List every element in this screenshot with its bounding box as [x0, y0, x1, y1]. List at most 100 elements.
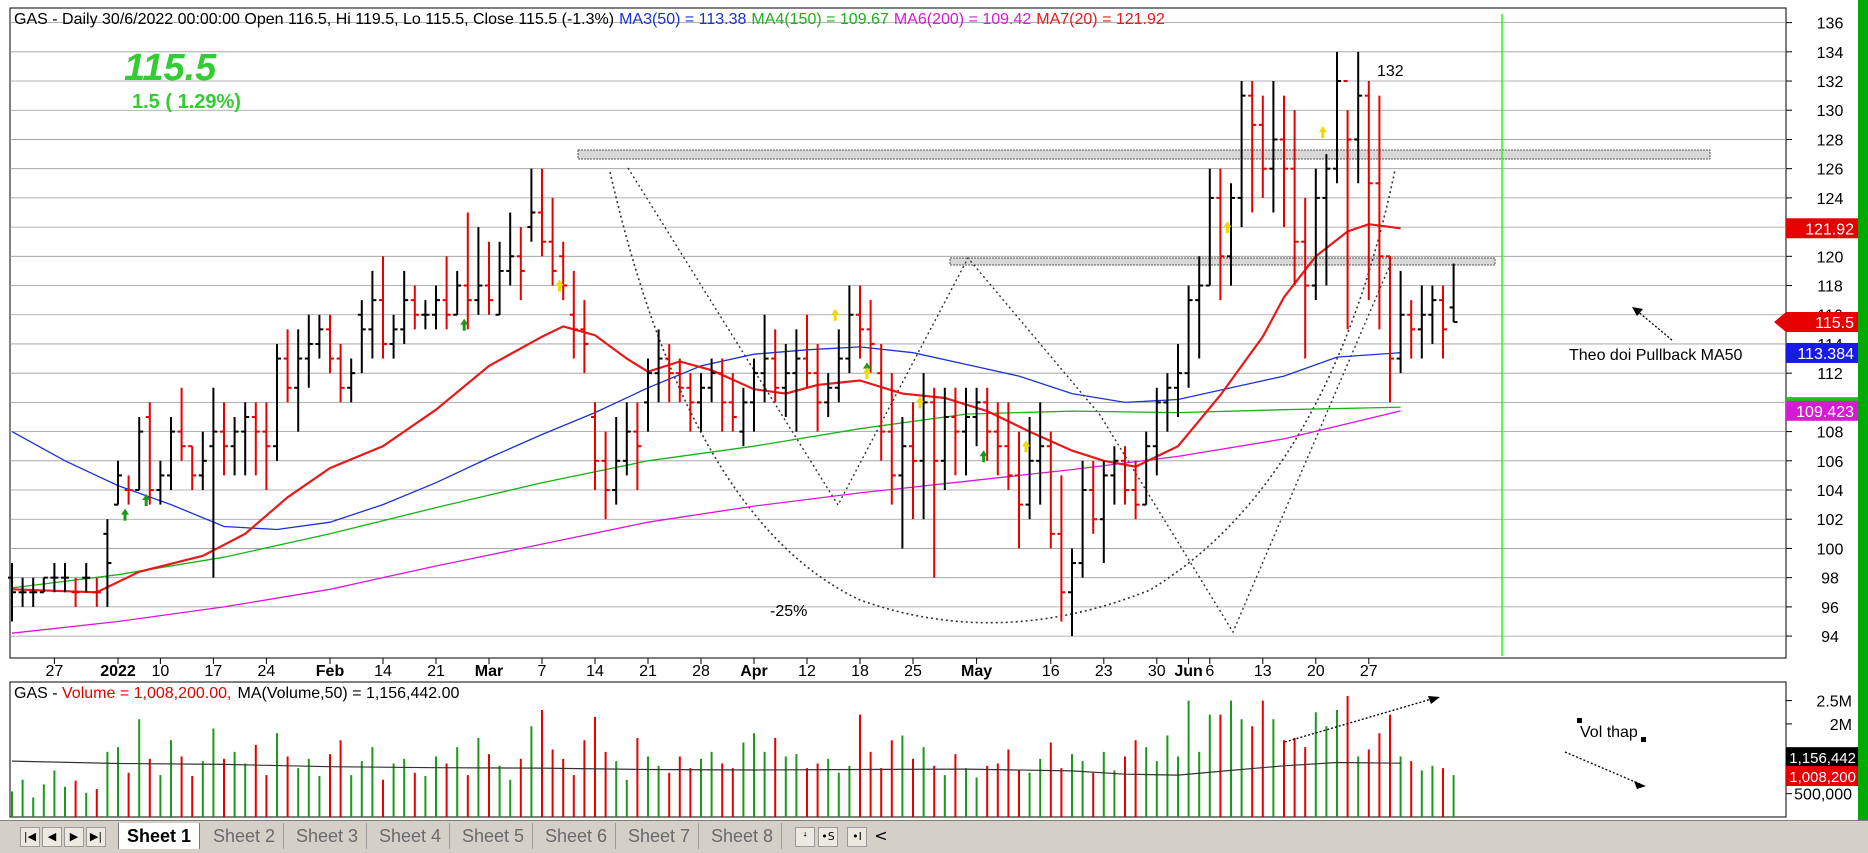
ohlc-bar: [1301, 197, 1310, 359]
ohlc-bar: [294, 329, 303, 432]
ohlc-bar: [972, 387, 981, 447]
ohlc-bar: [1354, 51, 1363, 184]
ohlc-bar: [665, 343, 674, 403]
ohlc-bar: [1046, 431, 1055, 549]
ohlc-bar: [1428, 285, 1437, 344]
next-sheet-button[interactable]: ▶: [64, 827, 84, 847]
signal-arrows: [121, 126, 1327, 521]
ohlc-bar: [241, 402, 250, 476]
tab-sheet-4[interactable]: Sheet 4: [371, 823, 451, 849]
ma-legend-item: MA6(200) = 109.42: [894, 11, 1032, 28]
x-tick-label: 14: [586, 663, 604, 680]
x-tick-label: Feb: [316, 663, 345, 680]
price-badge: 121.92: [1786, 218, 1858, 239]
x-tick-label: 6: [1205, 663, 1214, 680]
ohlc-bar: [1089, 460, 1098, 534]
tab-sheet-3[interactable]: Sheet 3: [288, 823, 368, 849]
ohlc-bar: [485, 241, 493, 315]
y-tick-label: 134: [1817, 45, 1844, 62]
x-tick-label: 27: [46, 663, 64, 680]
y-tick-label: 132: [1817, 74, 1844, 91]
ohlc-bar: [845, 285, 854, 374]
drop-label: -25%: [770, 603, 807, 620]
ohlc-bar: [1407, 300, 1416, 359]
ohlc-bar: [39, 576, 48, 594]
price-badge: 113.384: [1786, 342, 1858, 363]
ohlc-bar: [707, 358, 716, 403]
ohlc-bar: [580, 300, 589, 374]
ohlc-bar: [198, 431, 207, 491]
ohlc-bars: [8, 51, 1458, 637]
volume-badges: 1,156,442 1,008,200: [1786, 747, 1858, 787]
tab-sheet-7[interactable]: Sheet 7: [620, 823, 700, 849]
ohlc-bar: [103, 519, 112, 607]
ma-line: [11, 346, 1401, 531]
buy-arrow-icon: [979, 450, 988, 463]
ohlc-bar: [177, 387, 186, 461]
ohlc-bar: [962, 387, 970, 476]
volume-ma-line: [11, 760, 1401, 776]
x-tick-label: Mar: [475, 663, 503, 680]
last-sheet-button[interactable]: ▶|: [86, 827, 106, 847]
ohlc-bar: [495, 241, 504, 316]
w-pattern-drawing: [627, 167, 1391, 634]
ohlc-bar: [633, 402, 642, 491]
ohlc-bar: [273, 343, 281, 461]
add-series-icon[interactable]: •S: [818, 827, 838, 847]
prev-sheet-button[interactable]: ◀: [42, 827, 62, 847]
ohlc-bar: [220, 402, 228, 476]
ohlc-bar: [1290, 110, 1299, 286]
tab-sheet-2[interactable]: Sheet 2: [205, 823, 285, 849]
warning-arrow-icon: [916, 396, 924, 409]
ohlc-bar: [771, 329, 780, 403]
ma-line: [11, 223, 1401, 594]
resistance-zone-126: [577, 149, 1711, 160]
tab-sheet-8[interactable]: Sheet 8: [703, 823, 783, 849]
ohlc-bar: [1280, 95, 1288, 228]
ohlc-bar: [410, 285, 419, 330]
y-tick-label: 108: [1817, 425, 1844, 442]
tab-sheet-1[interactable]: Sheet 1: [118, 823, 201, 849]
price-gridlines: [10, 22, 1786, 637]
ohlc-bar: [1333, 51, 1341, 184]
tab-sheet-5[interactable]: Sheet 5: [454, 823, 534, 849]
y-tick-label: 94: [1821, 629, 1839, 646]
warning-arrow-icon: [555, 279, 564, 292]
lock-icon[interactable]: ꜜ: [795, 827, 815, 847]
ohlc-bar: [993, 402, 1002, 476]
vertical-scrollbar[interactable]: [1858, 0, 1868, 820]
ohlc-bar: [124, 475, 133, 505]
ohlc-bar: [1195, 256, 1204, 359]
scroll-left-icon[interactable]: <: [874, 826, 888, 845]
ohlc-bar: [919, 373, 928, 520]
ohlc-bar: [559, 241, 568, 301]
x-tick-label: 14: [374, 663, 392, 680]
ohlc-bar: [601, 431, 610, 520]
ohlc-bar: [940, 387, 949, 491]
y-tick-label: 98: [1821, 571, 1839, 588]
ohlc-bar: [368, 270, 377, 359]
x-tick-label: 13: [1254, 663, 1272, 680]
price-panel: [9, 7, 1787, 659]
indicator-icon[interactable]: •I: [847, 827, 867, 847]
ma-legend-item: MA4(150) = 109.67: [751, 11, 889, 28]
volume-badge-label: 1,008,200: [1789, 769, 1856, 786]
buy-arrow-icon: [460, 318, 469, 331]
price-badge-label: 113.384: [1797, 346, 1854, 363]
ohlc-bar: [1174, 343, 1182, 417]
price-badge: 115.5: [1774, 312, 1858, 333]
ohlc-bar: [453, 270, 462, 316]
ohlc-bar: [866, 300, 875, 374]
tab-sheet-6[interactable]: Sheet 6: [537, 823, 617, 849]
ohlc-bar: [834, 329, 843, 403]
volume-tick-label: 2.5M: [1816, 694, 1852, 711]
first-sheet-button[interactable]: |◀: [20, 827, 40, 847]
x-tick-label: 17: [205, 663, 223, 680]
ohlc-bar: [898, 416, 907, 549]
resistance-zone-118: [949, 257, 1496, 266]
pullback-arrow-head: [1632, 307, 1643, 316]
warning-arrow-icon: [831, 308, 840, 321]
ohlc-bar: [527, 168, 536, 242]
ohlc-bar: [909, 402, 917, 520]
